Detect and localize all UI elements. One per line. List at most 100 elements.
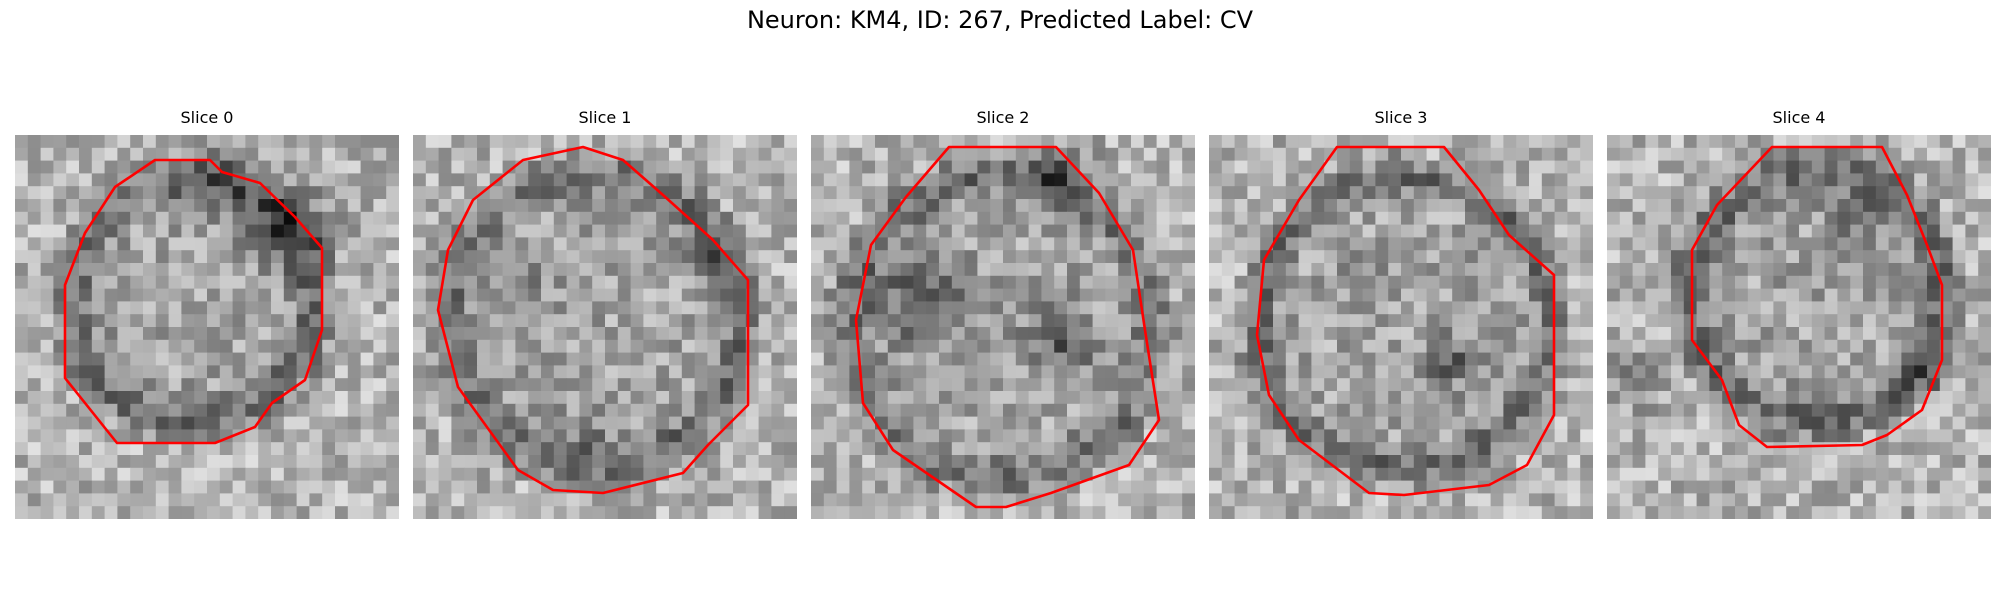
pixel [1965,199,1979,213]
pixel [1503,416,1517,430]
pixel [694,275,708,290]
pixel [283,455,298,469]
pixel [464,288,478,302]
pixel [1477,378,1492,392]
pixel [168,199,182,213]
pixel [1939,186,1954,200]
pixel [939,160,953,174]
pixel [1118,378,1132,392]
pixel [347,135,362,149]
pixel [1799,480,1813,494]
pixel [926,416,940,430]
pixel [964,455,978,469]
pixel [1607,352,1621,366]
pixel [1324,275,1338,290]
pixel [630,378,644,392]
pixel [1632,378,1646,392]
pixel [1337,160,1351,174]
pixel [1939,429,1954,443]
pixel [1169,288,1183,302]
pixel [566,467,580,482]
pixel [1169,199,1183,213]
pixel [630,211,644,226]
pixel [1169,275,1183,290]
pixel [964,403,978,418]
pixel [862,327,876,341]
pixel [1516,135,1530,149]
pixel [1426,224,1440,238]
pixel [681,352,696,366]
pixel [40,314,54,328]
pixel [1105,263,1119,277]
pixel [1541,442,1556,456]
pixel [566,327,580,341]
pixel [347,224,362,238]
pixel [1786,339,1800,354]
pixel [681,506,696,519]
pixel [1169,237,1183,251]
pixel [758,211,772,226]
pixel [1735,211,1749,226]
pixel [130,416,144,430]
pixel [1978,493,1991,507]
pixel [1401,275,1415,290]
pixel [1079,263,1094,277]
pixel [1722,314,1736,328]
pixel [836,327,850,341]
pixel [681,147,696,162]
pixel [386,288,399,302]
pixel [1362,506,1376,519]
pixel [617,403,632,418]
pixel [1247,173,1261,187]
pixel [1888,327,1902,341]
pixel [1067,186,1081,200]
pixel [1285,493,1300,507]
pixel [91,160,106,174]
pixel [1978,416,1991,430]
pixel [926,288,940,302]
pixel [181,263,195,277]
pixel [1529,211,1543,226]
pixel [1118,211,1132,226]
pixel [373,480,387,494]
pixel [245,275,259,290]
pixel [1221,301,1236,315]
pixel [1709,391,1723,405]
pixel [1645,160,1659,174]
pixel [1965,237,1979,251]
pixel [1760,480,1774,494]
pixel [707,314,721,328]
pixel [566,352,580,366]
pixel [566,442,580,456]
pixel [528,288,542,302]
pixel [386,186,399,200]
pixel [811,391,825,405]
pixel [528,506,542,519]
pixel [258,327,272,341]
pixel [1580,301,1593,315]
pixel [630,224,644,238]
pixel [1247,480,1261,494]
pixel [758,339,772,354]
pixel [1221,224,1236,238]
pixel [784,339,797,354]
pixel [1683,301,1698,315]
pixel [155,467,170,482]
pixel [1221,186,1236,200]
pixel [1426,135,1440,149]
pixel [245,480,259,494]
pixel [1426,173,1440,187]
pixel [1092,391,1106,405]
pixel [130,442,144,456]
pixel [887,275,902,290]
pixel [143,378,157,392]
pixel [1324,506,1338,519]
pixel [964,365,978,379]
pixel [438,416,452,430]
pixel [1156,186,1170,200]
pixel [1209,391,1223,405]
pixel [335,224,349,238]
pixel [1927,493,1941,507]
pixel [1169,263,1183,277]
pixel [1645,186,1659,200]
